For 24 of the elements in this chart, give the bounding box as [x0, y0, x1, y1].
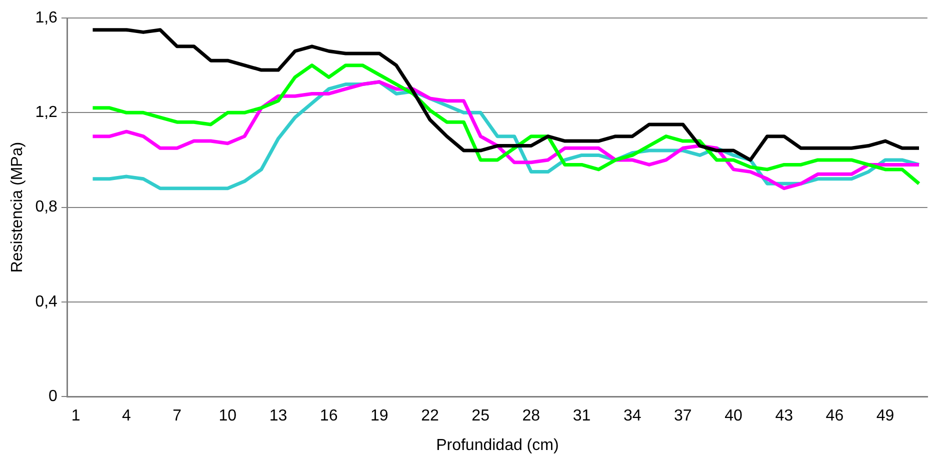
x-tick-label: 7	[172, 408, 182, 425]
y-tick-label: 0,8	[35, 198, 58, 216]
x-tick-label: 4	[122, 408, 132, 425]
x-tick-label: 40	[724, 408, 743, 425]
x-tick-label: 22	[421, 408, 439, 425]
y-tick-label: 0	[48, 388, 58, 406]
x-tick-label: 25	[472, 408, 490, 425]
x-tick-label: 34	[623, 408, 642, 425]
x-tick-label: 43	[775, 408, 794, 425]
x-tick-label: 19	[370, 408, 388, 425]
y-tick-label: 0,4	[35, 293, 58, 310]
y-tick-label: 1,6	[35, 9, 58, 26]
x-tick-label: 46	[826, 408, 844, 425]
x-tick-label: 1	[71, 408, 80, 425]
x-tick-label: 31	[572, 408, 591, 425]
x-tick-label: 16	[320, 408, 338, 425]
x-tick-label: 10	[218, 408, 237, 425]
x-tick-label: 49	[876, 408, 894, 425]
x-axis-title: Profundidad (cm)	[436, 436, 559, 454]
y-tick-label: 1,2	[35, 104, 58, 122]
x-tick-label: 13	[269, 408, 288, 425]
y-axis-title: Resistencia (MPa)	[9, 142, 26, 273]
x-tick-label: 37	[674, 408, 692, 425]
x-tick-label: 28	[522, 408, 540, 425]
